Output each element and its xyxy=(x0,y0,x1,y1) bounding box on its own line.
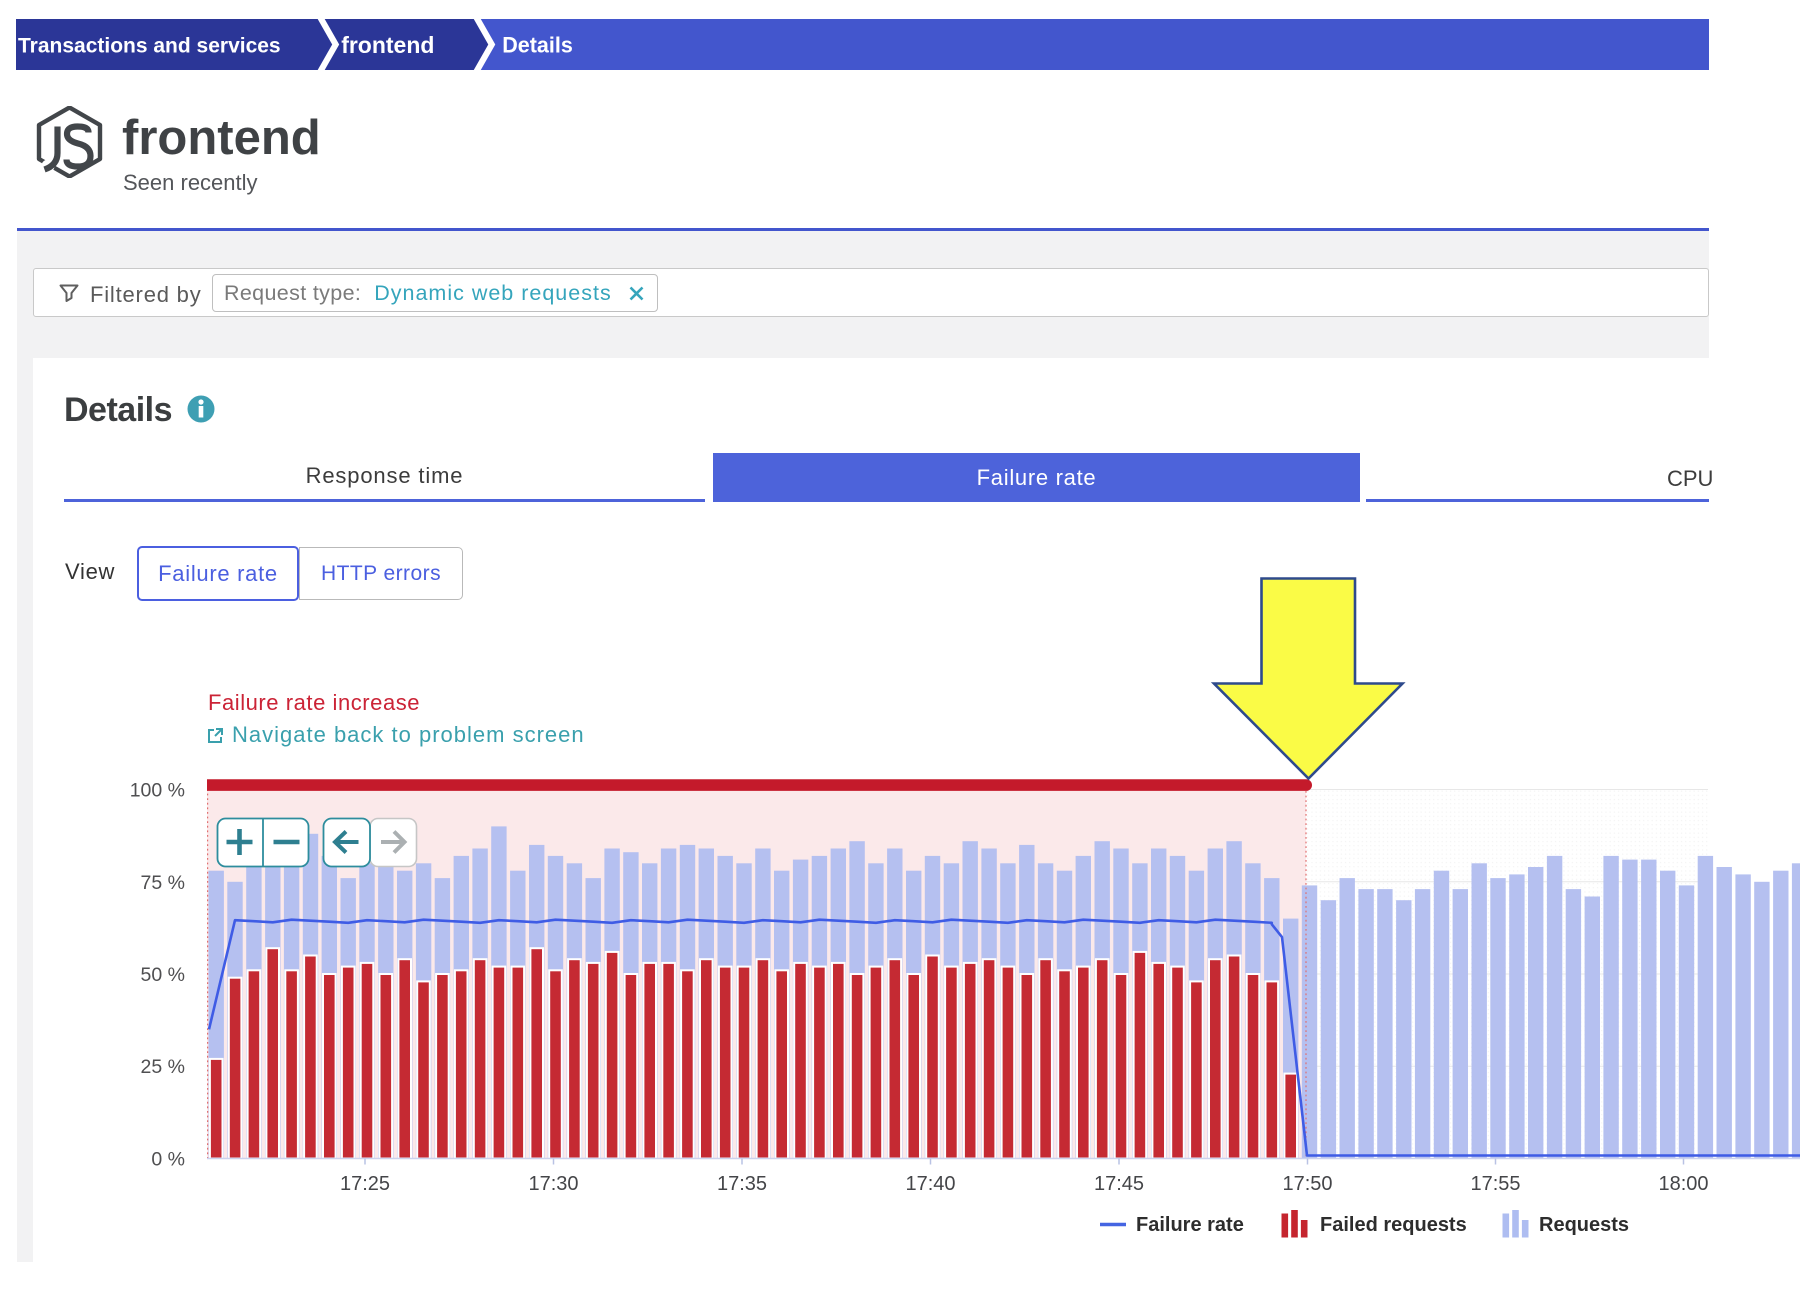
svg-text:Transactions and services: Transactions and services xyxy=(18,34,281,57)
svg-text:75 %: 75 % xyxy=(141,872,185,894)
svg-text:50 %: 50 % xyxy=(141,964,185,986)
svg-text:Details: Details xyxy=(502,32,573,57)
svg-text:Failure rate: Failure rate xyxy=(1136,1214,1244,1236)
svg-text:17:50: 17:50 xyxy=(1282,1173,1332,1195)
svg-text:Failed requests: Failed requests xyxy=(1320,1214,1467,1236)
svg-text:100 %: 100 % xyxy=(130,780,185,802)
svg-text:25 %: 25 % xyxy=(141,1056,185,1078)
svg-text:17:40: 17:40 xyxy=(905,1173,955,1195)
svg-text:0 %: 0 % xyxy=(151,1149,185,1171)
svg-text:17:35: 17:35 xyxy=(717,1173,767,1195)
svg-text:frontend: frontend xyxy=(341,32,434,58)
svg-text:17:30: 17:30 xyxy=(528,1173,578,1195)
svg-text:Requests: Requests xyxy=(1539,1214,1629,1236)
svg-text:17:45: 17:45 xyxy=(1094,1173,1144,1195)
svg-text:17:55: 17:55 xyxy=(1470,1173,1520,1195)
svg-text:17:25: 17:25 xyxy=(340,1173,390,1195)
svg-text:18:00: 18:00 xyxy=(1658,1173,1708,1195)
